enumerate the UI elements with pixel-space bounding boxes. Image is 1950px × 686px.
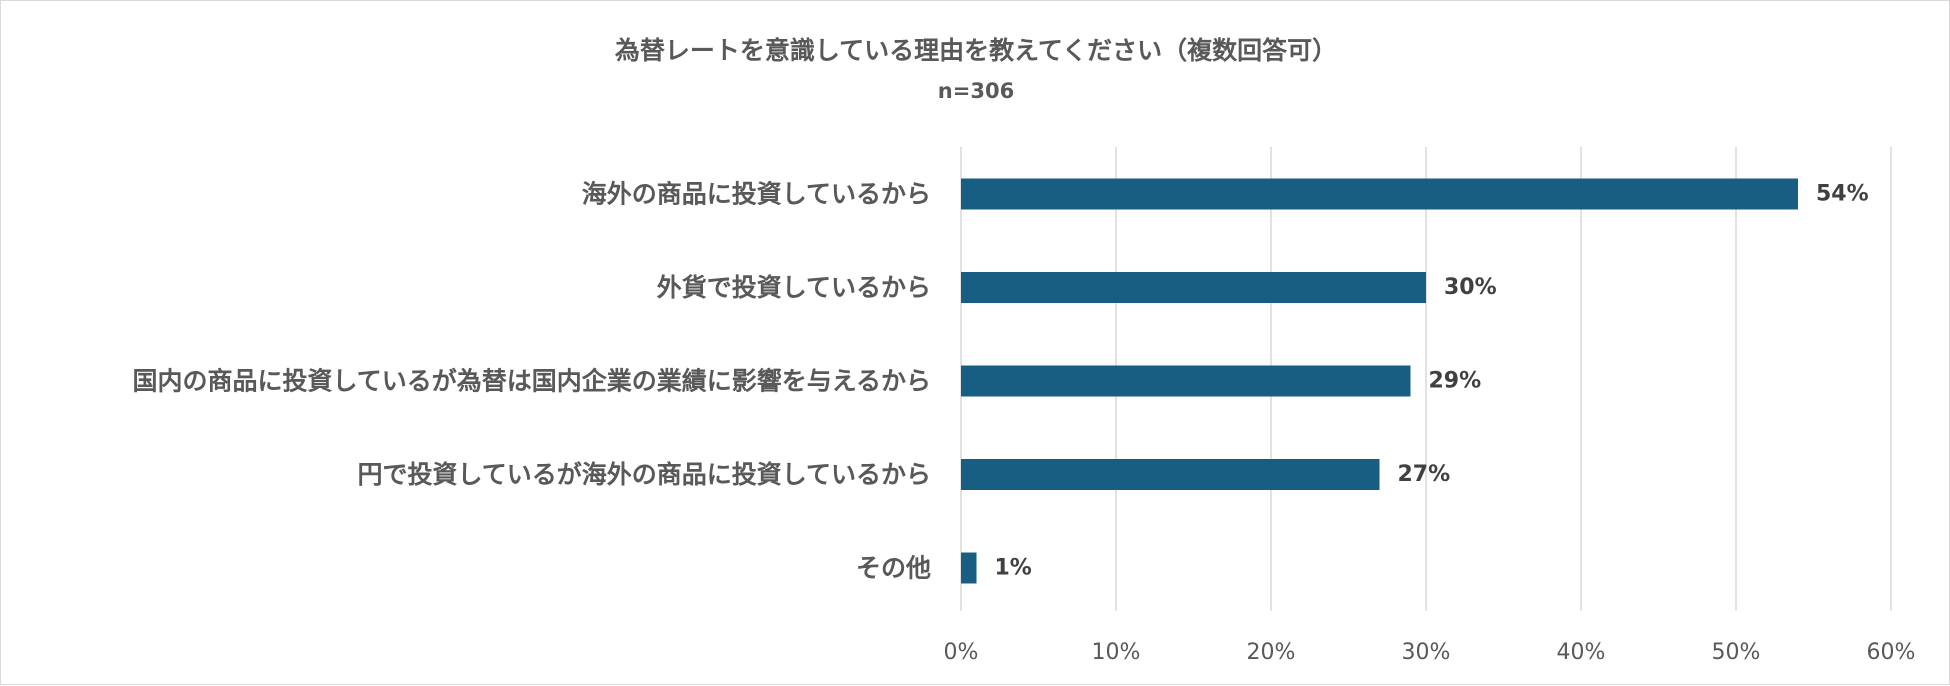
data-label: 30% — [1444, 275, 1497, 300]
bar — [961, 365, 1411, 397]
x-tick-label: 10% — [1092, 640, 1141, 665]
category-label: その他 — [856, 554, 931, 583]
data-label: 29% — [1429, 369, 1482, 394]
x-tick-label: 0% — [944, 640, 979, 665]
x-tick-label: 30% — [1402, 640, 1451, 665]
bar — [961, 459, 1380, 490]
data-label: 54% — [1816, 182, 1869, 207]
bar — [961, 552, 977, 584]
chart-title: 為替レートを意識している理由を教えてください（複数回答可） — [614, 36, 1338, 65]
x-tick-label: 20% — [1247, 640, 1296, 665]
bars — [961, 178, 1798, 584]
category-label: 外貨で投資しているから — [657, 273, 931, 302]
chart-subtitle: n=306 — [937, 79, 1015, 103]
x-tick-label: 40% — [1557, 640, 1606, 665]
bar — [961, 272, 1426, 303]
x-tick-label: 60% — [1867, 640, 1916, 665]
category-label: 海外の商品に投資しているから — [582, 180, 931, 209]
bar — [961, 178, 1798, 210]
data-label: 27% — [1398, 462, 1451, 487]
category-label: 国内の商品に投資しているが為替は国内企業の業績に影響を与えるから — [132, 367, 931, 396]
x-tick-label: 50% — [1712, 640, 1761, 665]
data-label: 1% — [995, 556, 1032, 581]
labels: 0% 10% 20% 30% 40% 50% 60% 海外の商品に投資しているから 54% 外貨で… — [132, 180, 1915, 666]
category-label: 円で投資しているが海外の商品に投資しているから — [357, 460, 931, 489]
